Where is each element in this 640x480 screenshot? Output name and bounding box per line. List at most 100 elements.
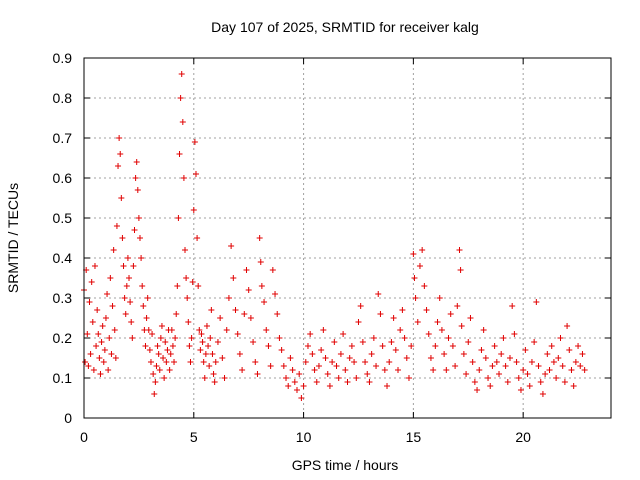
data-point [458, 323, 465, 329]
data-point [368, 351, 375, 357]
data-point [517, 387, 524, 393]
data-point [134, 187, 141, 193]
data-point [107, 275, 114, 281]
data-point [206, 363, 213, 369]
data-point [289, 367, 296, 373]
y-tick-label: 0.9 [53, 50, 73, 66]
data-point [344, 379, 351, 385]
y-tick-label: 0.7 [53, 130, 73, 146]
data-point [298, 395, 305, 401]
data-point [85, 363, 92, 369]
data-point [98, 339, 105, 345]
data-point [122, 311, 129, 317]
data-point [230, 275, 237, 281]
data-point [355, 319, 362, 325]
data-point [151, 391, 158, 397]
data-point [257, 259, 264, 265]
data-point [212, 359, 219, 365]
data-point [291, 379, 298, 385]
data-point [142, 343, 149, 349]
data-point [272, 291, 279, 297]
data-point [528, 359, 535, 365]
data-point [232, 307, 239, 313]
data-point [123, 283, 130, 289]
data-point [561, 379, 568, 385]
data-point [553, 375, 560, 381]
data-point [513, 359, 520, 365]
data-point [542, 371, 549, 377]
data-point [219, 355, 226, 361]
data-point [449, 343, 456, 349]
data-point [482, 355, 489, 361]
data-point [405, 375, 412, 381]
data-point [225, 295, 232, 301]
data-point [236, 351, 243, 357]
data-point [419, 247, 426, 253]
data-point [570, 383, 577, 389]
data-point [489, 363, 496, 369]
data-point [302, 359, 309, 365]
data-point [176, 151, 183, 157]
data-point [203, 323, 210, 329]
data-point [432, 343, 439, 349]
data-point [293, 387, 300, 393]
data-point [515, 375, 522, 381]
data-point [197, 347, 204, 353]
data-point [94, 307, 101, 313]
data-point [188, 335, 195, 341]
data-point [379, 343, 386, 349]
data-point [93, 343, 100, 349]
y-tick-label: 0.4 [53, 250, 73, 266]
y-axis-label: SRMTID / TECUs [5, 183, 21, 293]
data-point [520, 367, 527, 373]
data-point [234, 331, 241, 337]
data-point [498, 351, 505, 357]
data-point [149, 331, 156, 337]
data-point [322, 355, 329, 361]
data-point [139, 283, 146, 289]
data-point [102, 315, 109, 321]
data-point [160, 355, 167, 361]
data-point [186, 343, 193, 349]
data-point [526, 383, 533, 389]
data-point [539, 391, 546, 397]
data-point [86, 299, 93, 305]
data-point [179, 119, 186, 125]
data-point [546, 367, 553, 373]
data-point [465, 339, 472, 345]
data-point [173, 311, 180, 317]
data-point [211, 379, 218, 385]
data-point [456, 247, 463, 253]
data-point [245, 287, 252, 293]
data-point [278, 347, 285, 353]
data-point [307, 331, 314, 337]
data-point [457, 267, 464, 273]
data-point [388, 339, 395, 345]
data-point [509, 303, 516, 309]
data-point [533, 299, 540, 305]
data-point [155, 351, 162, 357]
data-point [144, 295, 151, 301]
data-point [167, 351, 174, 357]
data-point [506, 355, 513, 361]
data-point [559, 363, 566, 369]
data-point [161, 375, 168, 381]
data-point [169, 343, 176, 349]
y-tick-label: 0.3 [53, 290, 73, 306]
data-point [133, 159, 140, 165]
x-axis-label: GPS time / hours [292, 457, 399, 473]
data-point [454, 303, 461, 309]
data-point [375, 291, 382, 297]
data-point [280, 363, 287, 369]
data-point [207, 335, 214, 341]
data-point [384, 383, 391, 389]
data-point [463, 371, 470, 377]
data-point [192, 171, 199, 177]
data-point [438, 327, 445, 333]
data-point [164, 347, 171, 353]
data-point [335, 375, 342, 381]
y-tick-label: 0.8 [53, 90, 73, 106]
data-point [239, 367, 246, 373]
data-point [180, 175, 187, 181]
